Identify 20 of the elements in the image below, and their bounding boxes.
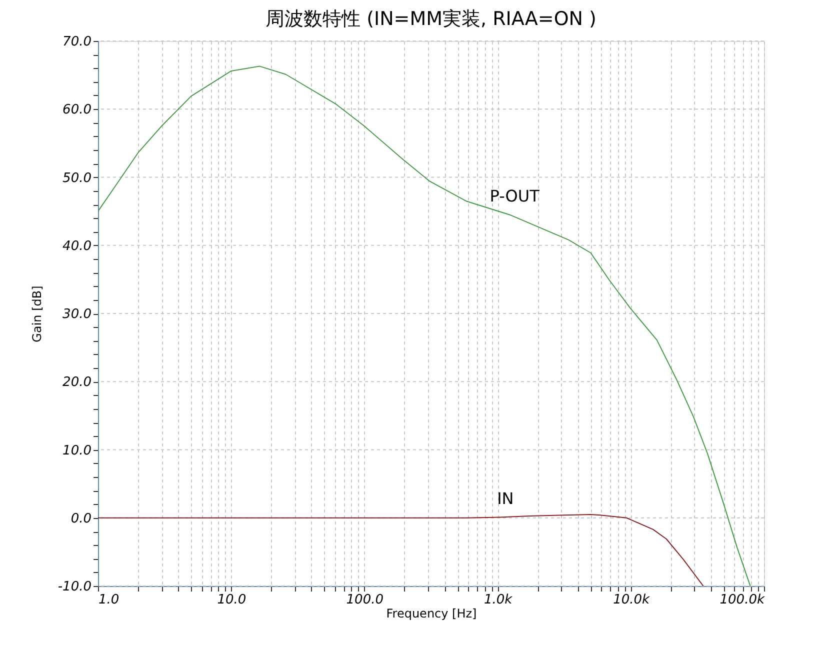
y-tick-label: -10.0 (58, 580, 92, 594)
series-label: P-OUT (490, 186, 540, 206)
y-tick-label: 20.0 (62, 375, 92, 390)
y-tick-label: 0.0 (70, 511, 92, 526)
series-label: IN (497, 489, 514, 508)
x-tick-label: 100.0k (720, 592, 765, 608)
y-tick-label: 70.0 (62, 34, 92, 50)
y-tick-label: 30.0 (62, 307, 92, 322)
y-tick-label: 10.0 (62, 443, 92, 458)
x-tick-label: 10.0 (217, 592, 246, 608)
y-axis-title: Gain [dB] (30, 286, 44, 342)
x-tick-label: 10.0k (613, 592, 650, 608)
y-tick-label: 50.0 (62, 170, 92, 186)
x-axis-title: Frequency [Hz] (386, 606, 477, 620)
x-tick-label: 100.0 (346, 592, 384, 608)
chart-title: 周波数特性 (IN=MM実装, RIAA=ON ) (266, 8, 596, 30)
y-tick-label: 40.0 (62, 238, 92, 254)
y-tick-label: 60.0 (62, 102, 92, 118)
x-tick-label: 1.0k (484, 592, 513, 608)
x-tick-label: 1.0 (98, 592, 120, 608)
